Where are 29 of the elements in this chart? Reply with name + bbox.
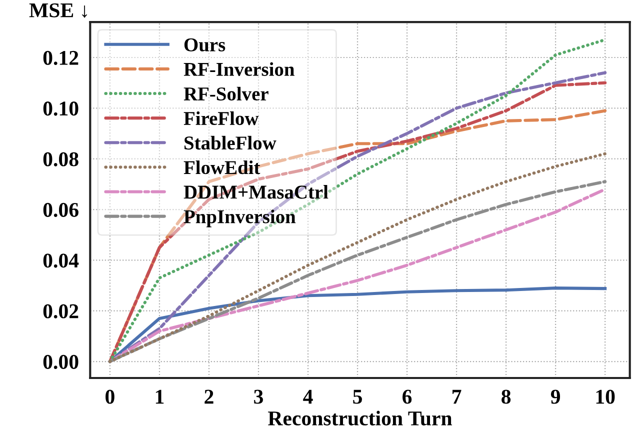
x-tick-label: 3 <box>254 390 263 404</box>
x-tick-label: 4 <box>303 390 313 404</box>
legend-label: FireFlow <box>184 111 259 126</box>
x-tick-label: 6 <box>402 390 412 404</box>
x-axis-title: Reconstruction Turn <box>268 410 452 426</box>
y-tick-label: 0.10 <box>43 102 78 116</box>
y-tick-label: 0.08 <box>43 152 78 166</box>
line-series <box>108 286 607 364</box>
y-tick-label: 0.00 <box>43 354 78 370</box>
legend-label: StableFlow <box>184 136 276 150</box>
x-tick-label: 10 <box>596 390 615 404</box>
legend-label: PnpInversion <box>184 210 296 228</box>
y-axis-title: MSE ↓ <box>29 3 87 18</box>
legend-label: FlowEdit <box>184 160 260 174</box>
legend-label: DDIM+MasaCtrl <box>184 185 328 199</box>
y-tick-label: 0.02 <box>43 304 78 318</box>
x-tick-label: 5 <box>353 390 362 404</box>
x-tick-label: 2 <box>204 390 214 404</box>
x-tick-label: 9 <box>550 390 560 404</box>
x-tick-label: 7 <box>452 390 462 404</box>
legend-label: RF-Solver <box>184 86 268 101</box>
y-tick-label: 0.04 <box>43 254 79 268</box>
legend-label: Ours <box>184 38 226 52</box>
y-tick-label: 0.12 <box>43 50 78 66</box>
y-tick-label: 0.06 <box>43 202 78 218</box>
legend-label: RF-Inversion <box>184 62 294 76</box>
x-tick-label: 1 <box>156 390 164 404</box>
x-tick-label: 8 <box>502 390 511 404</box>
x-tick-label: 0 <box>106 390 114 404</box>
